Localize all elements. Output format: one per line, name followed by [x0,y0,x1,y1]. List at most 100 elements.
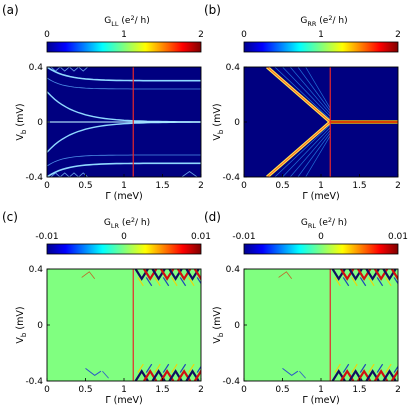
colorbar-label-main: G [301,218,308,228]
colorbar-label: GLL (e2/ h) [104,14,149,28]
nonlocal-signal-upper [154,277,161,287]
edge-arc [181,171,198,177]
nonlocal-signal-lower [334,363,341,373]
conductance-branch [47,154,201,167]
replica-line [297,132,331,177]
nonlocal-signal-lower [393,365,398,373]
y-tick-label: -0.4 [25,173,43,183]
nonlocal-signal-lower [196,365,201,373]
x-tick-label: 0.5 [78,385,92,395]
nonlocal-signal-lower [351,363,358,373]
x-tick-label: 1 [318,385,324,395]
edge-arc [78,67,89,72]
nonlocal-signal-upper [376,277,384,287]
colorbar-tick-label: 2 [395,30,401,40]
y-tick-label: 0.4 [29,63,44,73]
panel-1: (b)GRR (e2/ h)0 1 20 0.5 1 1.5 2-0.400.4Γ (meV… [204,3,401,202]
colorbar-tick-label: 0.01 [191,232,211,242]
edge-arc [50,172,61,177]
panel-label: (a) [2,3,19,17]
panel-label: (b) [204,3,221,17]
x-tick-label: 0 [44,385,50,395]
replica-line [305,135,331,177]
nonlocal-signal-upper [145,277,153,287]
heatmap-features [47,67,201,177]
nonlocal-signal-lower [171,363,178,373]
colorbar-label: GRR (e2/ h) [300,14,347,28]
x-tick-label: 0.5 [275,181,289,191]
zero-bias-peak [330,121,398,123]
nonlocal-signal-upper [342,277,350,287]
nonlocal-signal-upper [351,277,358,287]
colorbar [243,41,399,53]
edge-arc [59,172,70,177]
y-tick-label: 0.4 [226,265,241,275]
nonlocal-signal-lower [342,363,350,373]
panel-0: (a)GLL (e2/ h)0 1 20 0.5 1 1.5 2-0.400.4Γ (meV… [2,3,204,202]
nonlocal-signal-lower [376,363,384,373]
x-axis-label: Γ (meV) [302,395,339,406]
gap-branch-upper-core [266,67,331,123]
weak-signal [299,370,306,379]
colorbar-label: GRL (e2/ h) [301,216,347,230]
replica-line [289,67,331,115]
weak-signal [278,271,293,280]
y-axis-label: Vb (mV) [15,306,28,343]
y-tick-label: 0 [37,321,43,331]
y-tick-label: -0.4 [222,173,240,183]
x-tick-label: 0 [241,385,247,395]
x-tick-label: 1.5 [352,181,366,191]
nonlocal-signal-lower [145,363,153,373]
nonlocal-signal-lower [390,369,398,381]
nonlocal-signal-upper [196,277,201,285]
colorbar-tick-label: 0.01 [388,232,408,242]
x-axis-label: Γ (meV) [105,395,142,406]
y-axis-label: Vb (mV) [212,103,225,140]
x-tick-label: 2 [198,385,204,395]
heatmap-features [278,269,398,381]
colorbar-label-main: G [104,218,111,228]
replica-line [282,127,331,177]
x-tick-label: 1.5 [155,385,169,395]
x-tick-label: 1 [121,181,127,191]
x-axis-label: Γ (meV) [105,191,142,202]
heatmap-background [244,269,398,381]
y-tick-label: -0.4 [25,377,43,387]
edge-arc [50,67,61,72]
colorbar-label: GLR (e2/ h) [104,216,150,230]
colorbar-tick-label: -0.01 [35,232,58,242]
edge-arc [78,172,89,177]
colorbar-tick-label: -0.01 [232,232,255,242]
conductance-branch [47,162,201,177]
nonlocal-signal-upper [390,269,398,281]
colorbar-label-main: G [300,16,307,26]
colorbar-tick-label: 1 [318,30,324,40]
nonlocal-signal-upper [385,277,392,287]
replica-line [289,130,331,177]
y-axis-label: Vb (mV) [15,103,28,140]
nonlocal-signal-upper [334,277,341,287]
y-tick-label: 0 [234,321,240,331]
colorbar [46,41,202,53]
nonlocal-signal-upper [188,277,195,287]
weak-signal [81,271,96,280]
colorbar [46,243,202,255]
x-tick-label: 2 [198,181,204,191]
x-axis-label: Γ (meV) [302,191,339,202]
nonlocal-signal-lower [188,363,195,373]
nonlocal-signal-lower [154,363,161,373]
conductance-branch [47,67,201,82]
nonlocal-signal-lower [162,363,170,373]
nonlocal-signal-upper [359,277,367,287]
x-tick-label: 0.5 [275,385,289,395]
colorbar [243,243,399,255]
x-tick-label: 1 [121,385,127,395]
nonlocal-signal-lower [193,369,201,381]
nonlocal-signal-upper [171,277,178,287]
heatmap-features [266,67,398,177]
colorbar-tick-label: 0 [241,30,247,40]
replica-line [305,67,331,109]
panel-label: (c) [2,210,18,224]
colorbar-label-sub: LR [111,222,120,230]
